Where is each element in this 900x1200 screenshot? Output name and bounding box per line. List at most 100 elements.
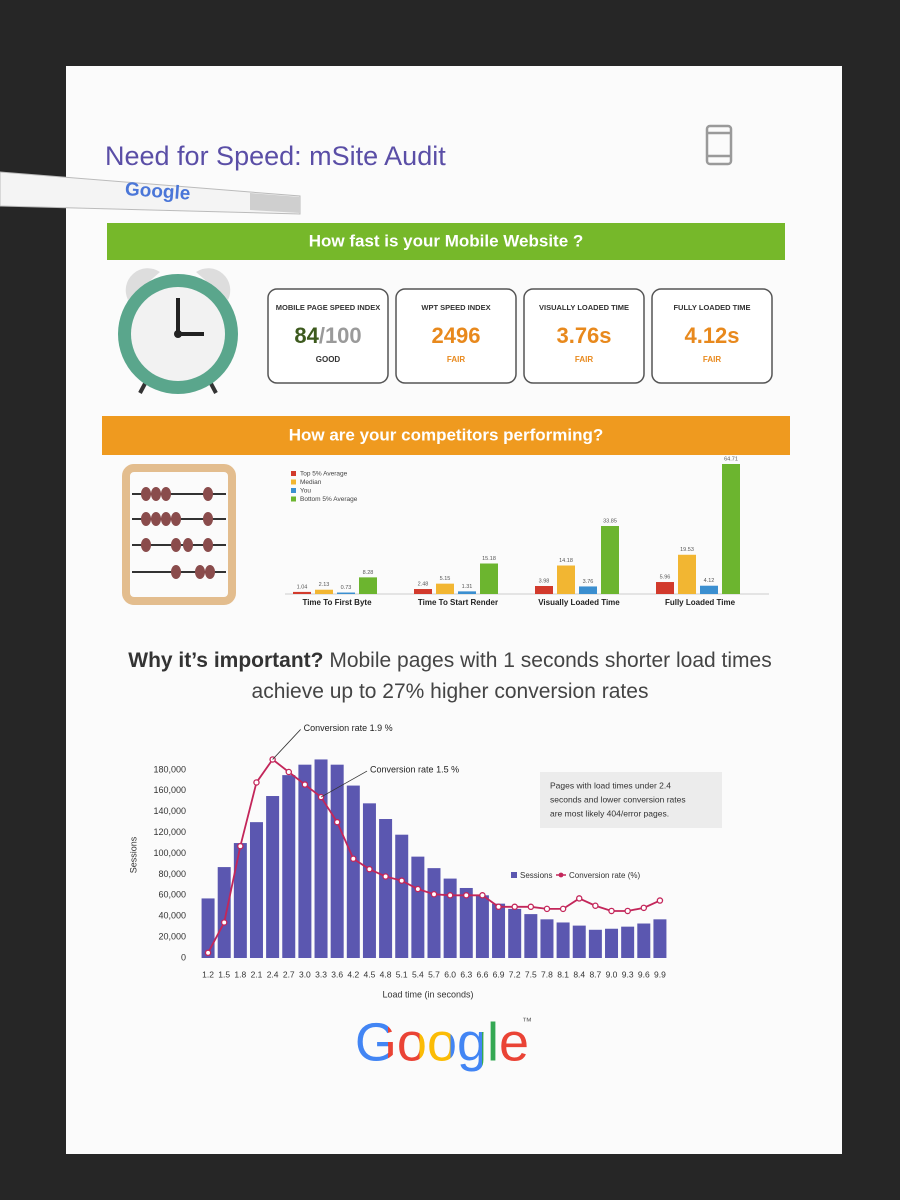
bar [700,585,718,594]
metric-rating: FAIR [447,355,465,364]
trademark: ™ [522,1017,532,1028]
point [479,892,486,899]
bar [330,764,344,958]
point [463,892,470,899]
point [575,895,583,902]
shape [151,487,161,501]
legend-swatch [291,471,296,476]
bar [605,928,619,958]
shape [141,487,151,501]
legend-label: You [300,488,311,495]
shape [141,512,151,526]
bar [233,843,247,958]
bar [315,589,333,594]
point [204,949,212,957]
bar [201,898,215,958]
metric-number: 84 [294,323,319,348]
x-tick-label: 5.1 [396,969,408,979]
category-label: Time To First Byte [302,598,372,607]
point [495,903,502,911]
bar [395,834,409,958]
importance-text: Why it’s important? Mobile pages with 1 … [105,645,795,707]
y-tick-label: 140,000 [153,806,186,816]
point [333,818,341,826]
point [414,885,422,893]
point [366,865,373,873]
shape [141,538,151,552]
x-tick-label: 8.1 [557,969,569,979]
x-tick-label: 9.3 [622,969,634,979]
note-box [540,772,722,828]
x-tick-label: 1.2 [202,969,214,979]
bar [359,577,377,594]
value-label: 33.85 [603,518,617,524]
bar [217,867,231,958]
google-logo: Google [355,1012,529,1072]
bar [722,464,740,594]
category-label: Visually Loaded Time [538,598,620,607]
y-tick-label: 80,000 [158,869,186,879]
x-tick-label: 8.7 [589,969,601,979]
legend-swatch [291,488,296,493]
legend-swatch [291,496,296,502]
bar [535,586,553,594]
bar [362,803,376,958]
y-tick-label: 40,000 [158,911,186,921]
value-label: 5.15 [440,576,451,582]
value-label: 1.31 [462,584,473,590]
legend-label: Sessions [520,871,552,880]
bar [480,563,498,594]
shape [171,538,181,552]
metric-suffix: /100 [319,323,362,348]
annotation-leader [272,729,301,760]
shape [705,124,733,166]
annotation: Conversion rate 1.5 % [370,764,459,774]
shape [183,538,193,552]
annotation: Conversion rate 1.9 % [304,723,393,733]
clock-icon [118,268,238,394]
point [511,903,518,911]
x-tick-label: 5.4 [412,969,424,979]
point [301,781,309,788]
y-tick-label: 20,000 [158,931,186,941]
shape [141,487,215,579]
note-line: seconds and lower conversion rates [550,794,686,804]
legend-label: Bottom 5% Average [300,496,358,503]
shape [171,512,181,526]
metric-box [651,288,773,384]
x-tick-label: 7.5 [525,969,537,979]
bar [414,589,432,594]
metric-rating: FAIR [703,355,721,364]
section-bar [102,416,790,455]
note-line: are most likely 404/error pages. [550,808,669,818]
point [382,873,389,880]
bar [337,592,355,594]
metric-rating: GOOD [316,355,341,364]
metric-box [395,288,517,384]
value-label: 19.53 [680,547,694,553]
point [237,842,244,850]
bar [557,565,575,594]
bar [314,759,328,958]
shape [195,565,205,579]
y-tick-label: 120,000 [153,827,186,837]
shape [171,565,181,579]
bar [579,586,597,594]
bar [601,525,619,594]
shape [0,171,301,215]
shape [122,464,236,605]
x-tick-label: 5.7 [428,969,440,979]
metric-number: 3.76s [556,323,611,348]
x-tick-label: 4.8 [380,969,392,979]
point [220,919,228,926]
abacus-icon [122,464,236,605]
x-tick-label: 6.3 [460,969,472,979]
x-tick-label: 3.3 [315,969,327,979]
x-tick-label: 1.8 [234,969,246,979]
legend-label: Conversion rate (%) [569,871,640,880]
x-tick-label: 3.6 [331,969,343,979]
section-heading: How are your competitors performing? [289,425,604,444]
bar [298,764,312,958]
